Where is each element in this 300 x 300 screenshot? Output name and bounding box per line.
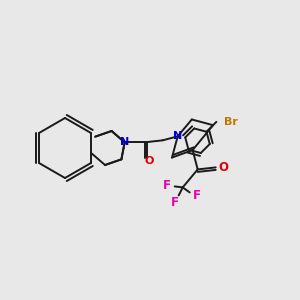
Text: O: O	[219, 161, 229, 174]
Text: Br: Br	[224, 117, 238, 127]
Text: N: N	[173, 131, 182, 141]
Text: O: O	[145, 156, 154, 166]
Text: N: N	[120, 137, 129, 147]
Text: F: F	[163, 179, 171, 192]
Text: F: F	[171, 196, 179, 209]
Text: F: F	[193, 189, 201, 202]
